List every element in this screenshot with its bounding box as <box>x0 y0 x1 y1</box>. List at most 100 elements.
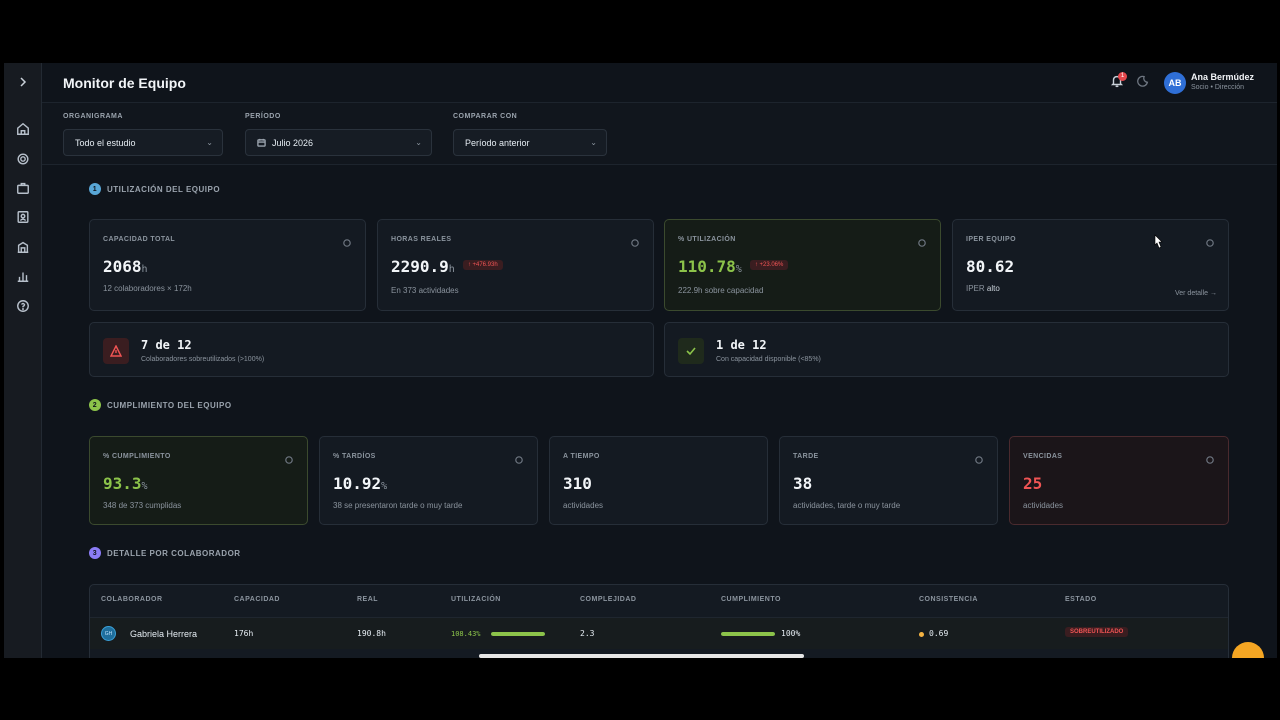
sidebar-item-help[interactable] <box>11 294 35 318</box>
bar-chart-icon <box>17 272 29 282</box>
info-icon[interactable] <box>515 451 524 464</box>
sobreutilizados-alert: 7 de 12 Colaboradores sobreutilizados (>… <box>89 322 654 377</box>
avatar: GH <box>101 626 116 641</box>
organigrama-value: Todo el estudio <box>75 137 136 148</box>
sidebar-item-contacts[interactable] <box>11 205 35 229</box>
column-header[interactable]: CAPACIDAD <box>234 596 280 603</box>
card-subtext: 38 se presentaron tarde o muy tarde <box>333 501 463 510</box>
gear-icon <box>17 153 29 165</box>
sidebar-item-home[interactable] <box>11 117 35 141</box>
card-label: A TIEMPO <box>563 453 600 460</box>
top-header: Monitor de Equipo 1 AB Ana Bermúdez Soci… <box>42 63 1277 103</box>
app-window: Monitor de Equipo 1 AB Ana Bermúdez Soci… <box>4 63 1277 658</box>
card-subtext: 222.9h sobre capacidad <box>678 286 764 295</box>
card-value: 93.3% <box>103 474 148 493</box>
table-row[interactable]: GH Gabriela Herrera 176h 190.8h 108.43% … <box>90 617 1228 649</box>
comparar-label: COMPARAR CON <box>453 113 518 120</box>
card-value: 110.78% ↑ +23.06% <box>678 257 789 276</box>
info-icon[interactable] <box>631 234 640 247</box>
contact-card-icon <box>17 211 29 223</box>
iper-equipo-card[interactable]: IPER EQUIPO 80.62 IPER alto Ver detalle … <box>952 219 1229 311</box>
user-role: Socio • Dirección <box>1191 84 1245 91</box>
card-subtext: IPER alto <box>966 284 1000 293</box>
a-tiempo-card: A TIEMPO 310 actividades <box>549 436 768 525</box>
card-subtext: actividades, tarde o muy tarde <box>793 501 901 510</box>
tardios-card: % TARDÍOS 10.92% 38 se presentaron tarde… <box>319 436 538 525</box>
card-label: % TARDÍOS <box>333 453 376 460</box>
column-header[interactable]: COMPLEJIDAD <box>580 596 637 603</box>
avatar[interactable]: AB <box>1164 72 1186 94</box>
colaborador-name: Gabriela Herrera <box>130 629 198 639</box>
vencidas-card: VENCIDAS 25 actividades <box>1009 436 1229 525</box>
notification-count-badge: 1 <box>1118 72 1127 81</box>
delta-badge: ↑ +476.93h <box>462 259 503 270</box>
colaboradores-table: COLABORADOR CAPACIDAD REAL UTILIZACIÓN C… <box>89 584 1229 658</box>
column-header[interactable]: CUMPLIMIENTO <box>721 596 781 603</box>
cumplimiento-card: % CUMPLIMIENTO 93.3% 348 de 373 cumplida… <box>89 436 308 525</box>
info-icon[interactable] <box>918 234 927 247</box>
alert-subtext: Con capacidad disponible (<85%) <box>716 356 821 363</box>
expand-sidebar-button[interactable] <box>4 63 42 101</box>
card-label: CAPACIDAD TOTAL <box>103 236 176 243</box>
card-value: 10.92% <box>333 474 388 493</box>
consistencia-cell: 0.69 <box>929 629 949 638</box>
card-label: TARDE <box>793 453 819 460</box>
card-value: 38 <box>793 474 813 493</box>
horas-reales-card: HORAS REALES 2290.9h ↑ +476.93h En 373 ac… <box>377 219 654 311</box>
capacidad-cell: 176h <box>234 629 254 638</box>
comparar-select[interactable]: Período anterior ⌄ <box>453 129 607 156</box>
section-detalle-heading: 3 DETALLE POR COLABORADOR <box>89 547 241 559</box>
column-header[interactable]: COLABORADOR <box>101 596 163 603</box>
info-icon[interactable] <box>1206 234 1215 247</box>
user-name: Ana Bermúdez <box>1191 72 1255 82</box>
card-label: IPER EQUIPO <box>966 236 1016 243</box>
card-value: 2290.9h ↑ +476.93h <box>391 257 503 276</box>
info-icon[interactable] <box>285 451 294 464</box>
periodo-label: PERÍODO <box>245 113 281 120</box>
organigrama-select[interactable]: Todo el estudio ⌄ <box>63 129 223 156</box>
periodo-select[interactable]: Julio 2026 ⌄ <box>245 129 432 156</box>
info-icon[interactable] <box>1206 451 1215 464</box>
periodo-value: Julio 2026 <box>272 137 314 148</box>
card-value: 2068h <box>103 257 148 276</box>
status-badge: SOBREUTILIZADO <box>1065 627 1129 637</box>
sidebar-item-projects[interactable] <box>11 176 35 200</box>
card-subtext: actividades <box>1023 501 1064 510</box>
column-header[interactable]: CONSISTENCIA <box>919 596 978 603</box>
info-icon[interactable] <box>975 451 984 464</box>
horizontal-scrollbar[interactable] <box>479 654 804 658</box>
chevron-right-icon <box>20 77 27 87</box>
sidebar-item-settings[interactable] <box>11 147 35 171</box>
theme-toggle-button[interactable] <box>1136 75 1152 91</box>
section-title: CUMPLIMIENTO DEL EQUIPO <box>107 400 232 410</box>
column-header[interactable]: REAL <box>357 596 379 603</box>
chevron-down-icon: ⌄ <box>206 138 213 147</box>
utilizacion-cell: 108.43% <box>451 630 481 638</box>
section-number: 2 <box>89 399 101 411</box>
sidebar <box>4 63 42 658</box>
info-icon[interactable] <box>343 234 352 247</box>
alert-title: 1 de 12 <box>716 338 767 352</box>
card-subtext: 348 de 373 cumplidas <box>103 501 182 510</box>
section-title: DETALLE POR COLABORADOR <box>107 548 241 558</box>
alert-subtext: Colaboradores sobreutilizados (>100%) <box>141 356 265 363</box>
page-title: Monitor de Equipo <box>63 75 186 91</box>
column-header[interactable]: ESTADO <box>1065 596 1097 603</box>
tarde-card: TARDE 38 actividades, tarde o muy tarde <box>779 436 998 525</box>
card-label: HORAS REALES <box>391 236 452 243</box>
organigrama-label: ORGANIGRAMA <box>63 113 123 120</box>
delta-badge: ↑ +23.06% <box>749 259 789 270</box>
ver-detalle-link[interactable]: Ver detalle → <box>1174 290 1217 297</box>
check-icon <box>678 338 704 364</box>
briefcase-icon <box>17 182 29 194</box>
sidebar-item-organization[interactable] <box>11 235 35 259</box>
utilizacion-bar <box>491 632 545 636</box>
notifications-button[interactable]: 1 <box>1110 72 1128 92</box>
theme-icon <box>1137 75 1149 87</box>
chat-fab-button[interactable] <box>1232 642 1264 658</box>
card-value: 310 <box>563 474 592 493</box>
section-title: UTILIZACIÓN DEL EQUIPO <box>107 184 221 194</box>
sidebar-item-reports[interactable] <box>11 264 35 288</box>
column-header[interactable]: UTILIZACIÓN <box>451 596 501 603</box>
building-icon <box>17 241 29 253</box>
